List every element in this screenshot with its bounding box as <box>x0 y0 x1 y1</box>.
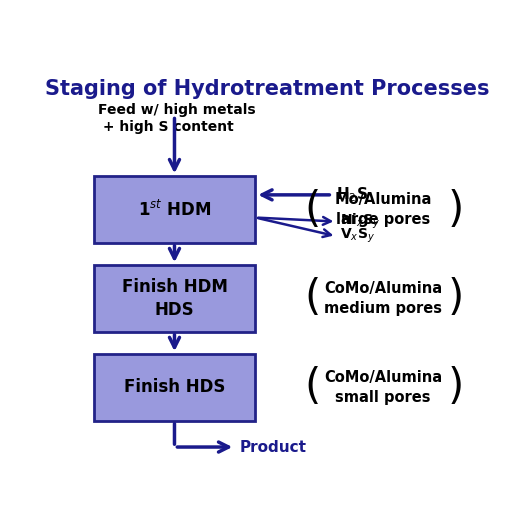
Text: Feed w/ high metals
 + high S content: Feed w/ high metals + high S content <box>98 103 255 134</box>
Text: ): ) <box>447 188 464 230</box>
Text: (: ( <box>304 188 320 230</box>
FancyBboxPatch shape <box>93 354 255 421</box>
Text: CoMo/Alumina
medium pores: CoMo/Alumina medium pores <box>324 281 442 316</box>
Text: (: ( <box>304 278 320 320</box>
Text: ): ) <box>447 278 464 320</box>
Text: Finish HDM
HDS: Finish HDM HDS <box>122 278 228 319</box>
Text: V$_x$S$_y$: V$_x$S$_y$ <box>340 227 375 245</box>
FancyBboxPatch shape <box>93 265 255 332</box>
Text: 1$^{st}$ HDM: 1$^{st}$ HDM <box>138 200 211 219</box>
Text: Staging of Hydrotreatment Processes: Staging of Hydrotreatment Processes <box>45 79 490 99</box>
Text: ): ) <box>447 366 464 408</box>
Text: H$_2$S: H$_2$S <box>336 185 369 204</box>
Text: Ni$_x$S$_y$: Ni$_x$S$_y$ <box>340 212 381 231</box>
Text: CoMo/Alumina
small pores: CoMo/Alumina small pores <box>324 370 442 405</box>
Text: (: ( <box>304 366 320 408</box>
FancyBboxPatch shape <box>93 176 255 243</box>
Text: Mo/Alumina
large pores: Mo/Alumina large pores <box>334 192 432 227</box>
Text: Product: Product <box>239 439 306 455</box>
Text: Finish HDS: Finish HDS <box>124 379 225 396</box>
